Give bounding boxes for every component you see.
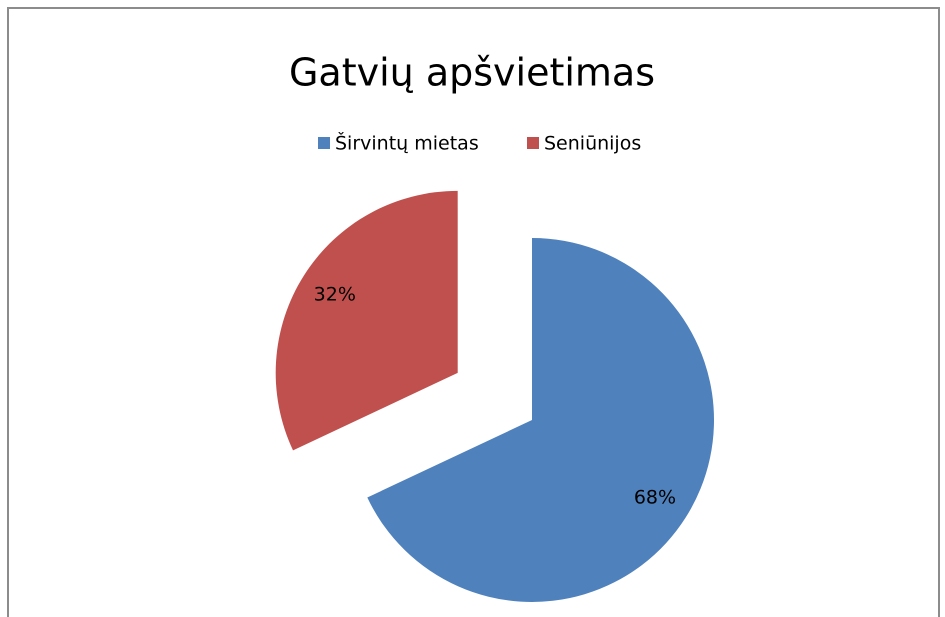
data-label: 68% xyxy=(634,487,676,509)
pie-slice xyxy=(275,190,458,451)
legend-label: Širvintų mietas xyxy=(335,131,479,155)
pie-slice xyxy=(367,238,715,602)
legend-swatch xyxy=(318,137,330,149)
chart-title: Gatvių apšvietimas xyxy=(289,51,655,95)
data-label: 32% xyxy=(314,283,356,305)
legend-swatch xyxy=(527,137,539,149)
legend-label: Seniūnijos xyxy=(544,133,641,155)
